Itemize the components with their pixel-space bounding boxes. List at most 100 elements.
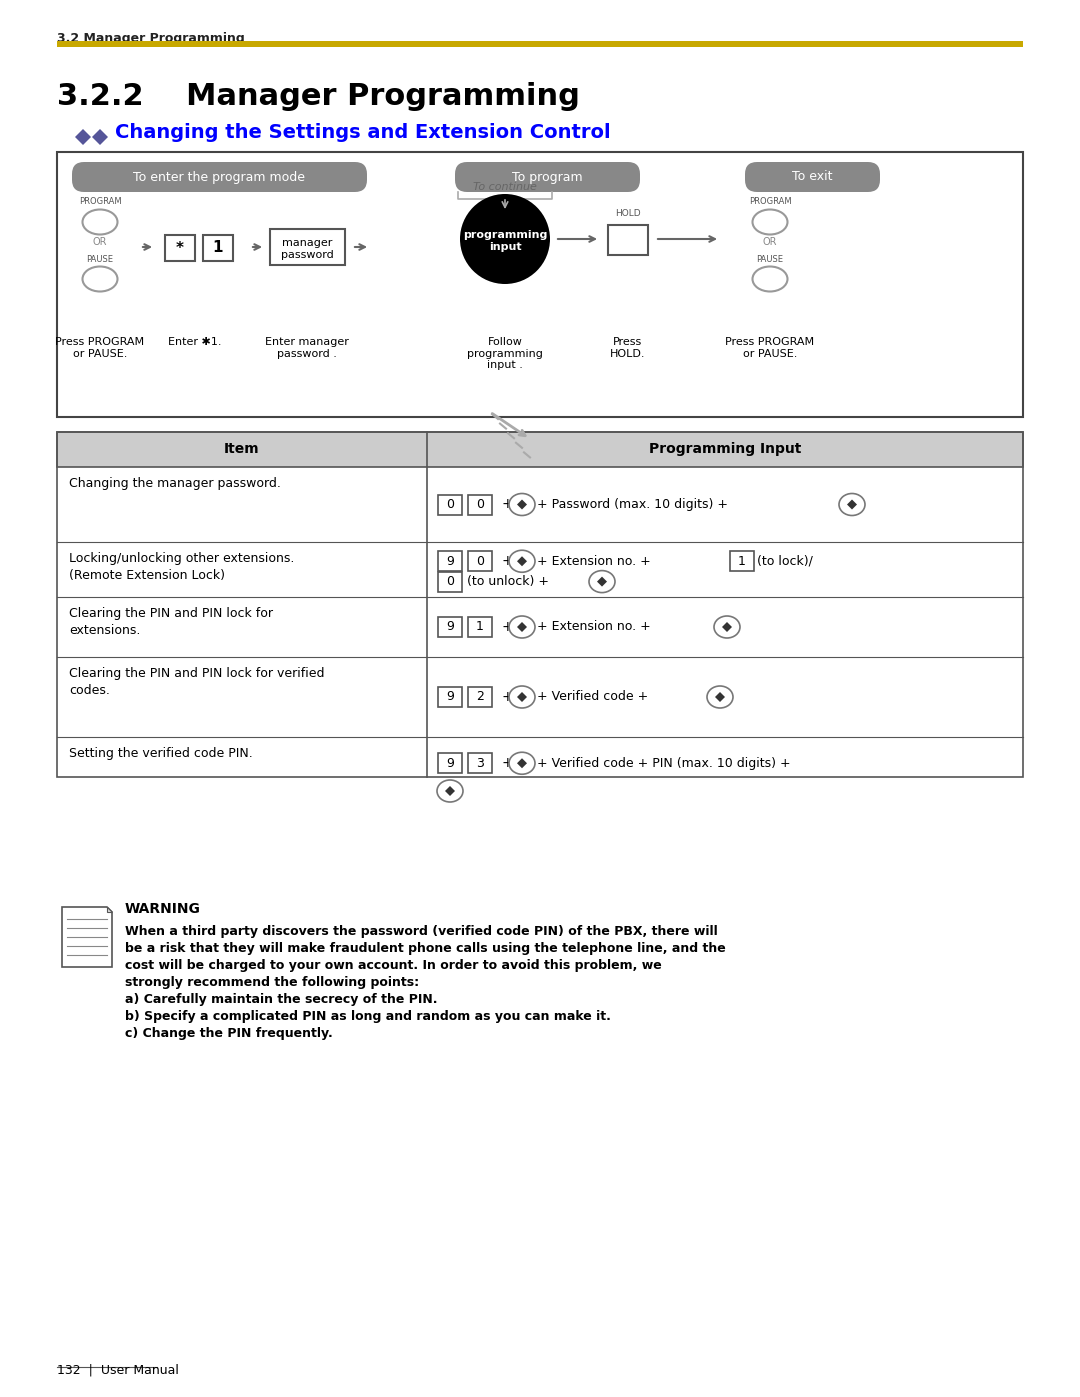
Text: Locking/unlocking other extensions.
(Remote Extension Lock): Locking/unlocking other extensions. (Rem… [69,552,295,583]
Polygon shape [597,577,607,587]
Bar [438,753,462,774]
Text: strongly recommend the following points:: strongly recommend the following points: [125,977,419,989]
Text: password: password [281,250,334,260]
Polygon shape [517,556,527,566]
Text: +: + [502,620,518,634]
Ellipse shape [509,616,535,638]
Ellipse shape [82,267,118,292]
Text: 0: 0 [446,576,454,588]
Text: 9: 9 [446,555,454,567]
Bar [468,552,492,571]
Text: PROGRAM: PROGRAM [79,197,121,207]
Bar [438,552,462,571]
Text: +: + [502,555,518,569]
Text: Setting the verified code PIN.: Setting the verified code PIN. [69,747,253,760]
Text: OR: OR [93,237,107,247]
Bar [468,753,492,774]
Text: 0: 0 [476,555,484,567]
Polygon shape [847,500,858,510]
Text: *: * [176,240,184,256]
Text: + Extension no. +: + Extension no. + [537,620,651,633]
Bar [203,235,233,261]
Text: + Verified code + PIN (max. 10 digits) +: + Verified code + PIN (max. 10 digits) + [537,757,791,770]
Text: 1: 1 [476,620,484,633]
Ellipse shape [589,570,615,592]
Text: + Verified code +: + Verified code + [537,690,648,704]
Text: Programming Input: Programming Input [649,441,801,455]
Text: cost will be charged to your own account. In order to avoid this problem, we: cost will be charged to your own account… [125,958,662,972]
Text: PROGRAM: PROGRAM [748,197,792,207]
Bar [270,229,345,265]
Bar [57,432,1023,467]
Text: + Password (max. 10 digits) +: + Password (max. 10 digits) + [537,497,728,511]
FancyBboxPatch shape [72,162,367,191]
Text: 3.2.2    Manager Programming: 3.2.2 Manager Programming [57,82,580,110]
Bar [468,687,492,707]
Text: manager: manager [282,237,333,249]
Ellipse shape [509,752,535,774]
Text: Clearing the PIN and PIN lock for verified
codes.: Clearing the PIN and PIN lock for verifi… [69,666,324,697]
Bar [468,495,492,514]
Text: WARNING: WARNING [125,902,201,916]
Text: be a risk that they will make fraudulent phone calls using the telephone line, a: be a risk that they will make fraudulent… [125,942,726,956]
Bar [57,41,1023,47]
Text: +: + [502,756,518,770]
Text: 9: 9 [446,620,454,633]
Polygon shape [445,787,455,796]
Text: To continue: To continue [473,182,537,191]
Ellipse shape [753,267,787,292]
Text: Item: Item [225,441,260,455]
Ellipse shape [509,550,535,573]
Text: Clearing the PIN and PIN lock for
extensions.: Clearing the PIN and PIN lock for extens… [69,608,273,637]
Text: b) Specify a complicated PIN as long and random as you can make it.: b) Specify a complicated PIN as long and… [125,1010,611,1023]
Text: HOLD: HOLD [616,210,640,218]
Text: (to unlock) +: (to unlock) + [467,576,549,588]
Polygon shape [517,500,527,510]
Text: a) Carefully maintain the secrecy of the PIN.: a) Carefully maintain the secrecy of the… [125,993,437,1006]
Polygon shape [62,907,112,967]
Bar [57,432,1023,777]
Text: Enter ✱1.: Enter ✱1. [168,337,221,346]
Ellipse shape [82,210,118,235]
Text: PAUSE: PAUSE [756,254,783,264]
Text: +: + [502,497,518,511]
Polygon shape [107,907,112,912]
Text: Enter manager
password .: Enter manager password . [265,337,349,359]
Text: 0: 0 [476,497,484,511]
Polygon shape [517,759,527,768]
Polygon shape [715,692,725,703]
Text: OR: OR [762,237,778,247]
Text: 9: 9 [446,757,454,770]
Bar [438,687,462,707]
Text: 1: 1 [213,240,224,256]
Bar [468,617,492,637]
Text: Follow
programming
input .: Follow programming input . [467,337,543,370]
Text: 3: 3 [476,757,484,770]
Text: 0: 0 [446,497,454,511]
Text: 9: 9 [446,690,454,704]
Ellipse shape [509,493,535,515]
Bar [730,552,754,571]
Text: input: input [488,242,522,251]
Text: Changing the manager password.: Changing the manager password. [69,476,281,490]
Text: To enter the program mode: To enter the program mode [133,170,305,183]
Text: When a third party discovers the password (verified code PIN) of the PBX, there : When a third party discovers the passwor… [125,925,718,937]
Ellipse shape [509,686,535,708]
Text: 132  |  User Manual: 132 | User Manual [57,1363,179,1377]
Ellipse shape [437,780,463,802]
Text: Changing the Settings and Extension Control: Changing the Settings and Extension Cont… [114,123,610,141]
Polygon shape [75,129,91,145]
Text: programming: programming [463,231,548,240]
Circle shape [460,194,550,284]
Text: c) Change the PIN frequently.: c) Change the PIN frequently. [125,1027,333,1039]
Text: 3.2 Manager Programming: 3.2 Manager Programming [57,32,245,45]
Text: Press
HOLD.: Press HOLD. [610,337,646,359]
Bar [438,571,462,591]
Bar [608,225,648,256]
Ellipse shape [753,210,787,235]
Polygon shape [92,129,108,145]
Text: + Extension no. +: + Extension no. + [537,555,651,567]
Text: 1: 1 [738,555,746,567]
Ellipse shape [714,616,740,638]
Text: +: + [502,690,518,704]
